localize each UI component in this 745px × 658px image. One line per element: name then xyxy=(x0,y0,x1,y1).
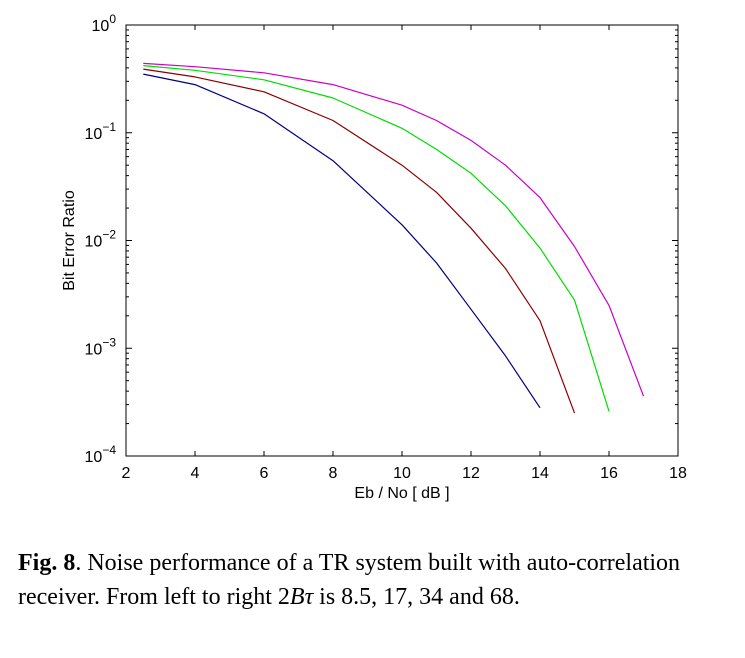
caption-math: Bτ xyxy=(289,584,314,610)
y-tick-exponent: −3 xyxy=(102,335,116,349)
x-tick-label: 8 xyxy=(329,465,338,482)
y-tick-label: 10−1 xyxy=(85,120,117,143)
x-tick-label: 2 xyxy=(122,465,131,482)
axis-ticks xyxy=(125,24,679,457)
x-tick-label: 4 xyxy=(191,465,200,482)
y-tick-base: 10 xyxy=(85,341,103,358)
y-tick-label: 10−4 xyxy=(85,443,117,466)
y-tick-base: 10 xyxy=(85,449,103,466)
y-tick-label: 10−2 xyxy=(85,228,117,251)
y-tick-exponent: −1 xyxy=(102,120,116,134)
series-line-1 xyxy=(143,73,541,409)
figure-caption: Fig. 8. Noise performance of a TR system… xyxy=(18,546,730,614)
x-tick-label: 18 xyxy=(669,465,687,482)
series-line-4 xyxy=(143,62,645,397)
series-line-2 xyxy=(143,68,576,414)
caption-figure-number: Fig. 8 xyxy=(18,550,76,576)
plot-frame xyxy=(125,24,679,457)
series-lines xyxy=(143,62,645,414)
caption-text-before: . Noise performance of a TR system built… xyxy=(18,550,681,610)
y-tick-base: 10 xyxy=(92,18,110,35)
x-tick-label: 10 xyxy=(393,465,411,482)
x-tick-label: 6 xyxy=(260,465,269,482)
y-tick-exponent: −2 xyxy=(102,228,116,242)
caption-text-after: is 8.5, 17, 34 and 68. xyxy=(313,584,520,610)
y-tick-exponent: 0 xyxy=(109,12,116,26)
x-tick-label: 16 xyxy=(600,465,618,482)
y-tick-exponent: −4 xyxy=(102,443,116,457)
y-tick-label: 10−3 xyxy=(85,335,117,358)
x-axis-label: Eb / No [ dB ] xyxy=(354,485,449,502)
x-tick-label: 14 xyxy=(531,465,549,482)
y-tick-base: 10 xyxy=(85,126,103,143)
y-tick-base: 10 xyxy=(85,234,103,251)
series-line-3 xyxy=(143,65,610,412)
y-axis-label: Bit Error Ratio xyxy=(61,190,78,291)
y-tick-label: 100 xyxy=(92,12,117,35)
x-tick-label: 12 xyxy=(462,465,480,482)
